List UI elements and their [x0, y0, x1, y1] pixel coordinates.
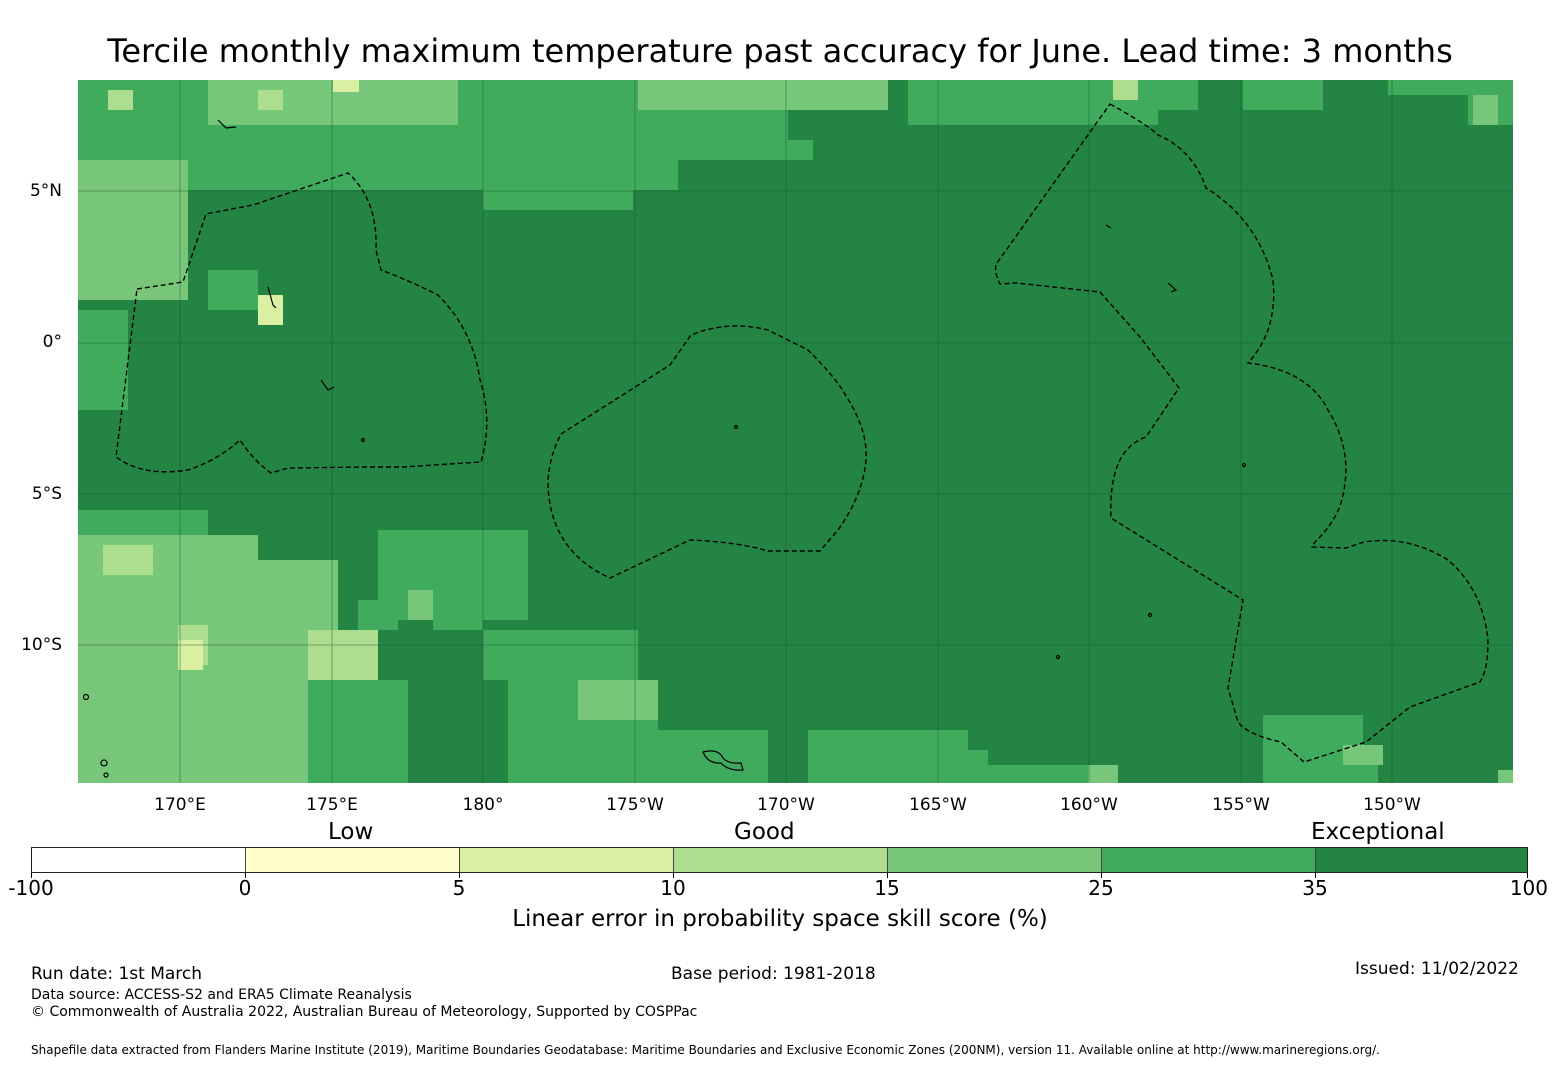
tick-mark: [1101, 873, 1102, 878]
skill-cell: [578, 680, 658, 720]
island-speck: [1241, 462, 1247, 468]
colorbar-segment: [1102, 848, 1316, 872]
tick-label: -100: [8, 876, 54, 900]
skill-cell: [78, 270, 108, 300]
skill-cell: [258, 90, 283, 110]
skill-cell: [558, 630, 638, 680]
skill-cell: [638, 110, 788, 160]
lat-label-5n: 5°N: [29, 181, 62, 201]
skill-cell: [78, 190, 130, 270]
island-speck: [100, 759, 108, 767]
tick-mark: [459, 873, 460, 878]
tick-label: 100: [1509, 876, 1548, 900]
colorbar-segment: [460, 848, 674, 872]
lon-label-155w: 155°W: [1212, 795, 1270, 815]
tick-label: 15: [874, 876, 900, 900]
colorbar-segment: [246, 848, 460, 872]
legend-category-good: Good: [734, 819, 795, 845]
colorbar-title: Linear error in probability space skill …: [512, 906, 1048, 932]
lat-label-0: 0°: [42, 332, 62, 352]
colorbar-segment: [1316, 848, 1527, 872]
skill-cell: [788, 140, 813, 160]
skill-score-cells: [78, 80, 1513, 783]
tick-mark: [673, 873, 674, 878]
island-speck: [360, 437, 366, 443]
base-period: Base period: 1981-2018: [671, 964, 876, 984]
tick-mark: [1527, 873, 1528, 878]
skill-cell: [108, 90, 133, 110]
skill-cell: [658, 730, 768, 783]
island-speck: [1147, 612, 1153, 618]
tick-label: 5: [452, 876, 466, 900]
skill-cell: [258, 295, 283, 325]
skill-cell: [1343, 745, 1383, 765]
skill-cell: [178, 640, 203, 670]
shapefile-note: Shapefile data extracted from Flanders M…: [31, 1043, 1380, 1057]
island-speck: [733, 424, 739, 430]
island-speck: [1055, 654, 1061, 660]
lon-label-180: 180°: [462, 795, 504, 815]
islands: [82, 119, 1247, 778]
tick-label: 0: [238, 876, 252, 900]
map-title: Tercile monthly maximum temperature past…: [107, 32, 1453, 70]
tick-label: 35: [1302, 876, 1328, 900]
skill-cell: [638, 80, 888, 110]
skill-cell: [1113, 80, 1138, 100]
lon-label-165w: 165°W: [909, 795, 967, 815]
skill-cell: [208, 270, 258, 310]
legend-category-exceptional: Exceptional: [1311, 819, 1445, 845]
skill-cell: [483, 175, 633, 210]
colorbar-segment: [32, 848, 246, 872]
lon-label-150w: 150°W: [1363, 795, 1421, 815]
skill-cell: [1088, 765, 1118, 783]
skill-cell: [103, 545, 153, 575]
island-atoll-1: [320, 379, 335, 391]
colorbar-segment: [888, 848, 1102, 872]
colorbar: [31, 847, 1528, 873]
legend-category-low: Low: [328, 819, 374, 845]
island-atoll-3: [1105, 224, 1112, 229]
lon-label-175e: 175°E: [306, 795, 358, 815]
skill-cell: [1473, 95, 1498, 125]
lon-label-175w: 175°W: [606, 795, 664, 815]
run-date: Run date: 1st March: [31, 964, 203, 984]
eez-boundary-tokelau: [547, 325, 867, 579]
island-abaiang: [217, 119, 237, 129]
lon-label-170w: 170°W: [757, 795, 815, 815]
skill-cell: [1138, 80, 1198, 110]
skill-cell: [1243, 80, 1323, 110]
gridlines: [78, 80, 1513, 783]
skill-cell: [308, 680, 408, 783]
map-canvas: [78, 80, 1513, 783]
skill-cell: [308, 630, 378, 680]
tick-mark: [245, 873, 246, 878]
issued-date: Issued: 11/02/2022: [1355, 959, 1519, 979]
colorbar-segment: [674, 848, 888, 872]
lon-label-160w: 160°W: [1060, 795, 1118, 815]
copyright: © Commonwealth of Australia 2022, Austra…: [31, 1004, 698, 1020]
tick-label: 25: [1088, 876, 1114, 900]
island-samoa: [702, 750, 744, 771]
island-atoll-2: [1167, 282, 1178, 293]
island-speck: [103, 772, 109, 778]
skill-cell: [433, 550, 483, 630]
lon-label-170e: 170°E: [154, 795, 206, 815]
island-tarawa: [267, 286, 277, 309]
skill-cell: [333, 80, 359, 92]
skill-cell: [78, 725, 308, 783]
skill-cell: [1498, 770, 1513, 783]
skill-cell: [78, 310, 128, 410]
data-source: Data source: ACCESS-S2 and ERA5 Climate …: [31, 987, 412, 1003]
lat-label-10s: 10°S: [21, 635, 62, 655]
skill-cell: [983, 765, 1113, 783]
tick-mark: [31, 873, 32, 878]
island-speck: [82, 693, 90, 701]
tick-mark: [1315, 873, 1316, 878]
lat-label-5s: 5°S: [31, 484, 62, 504]
tick-mark: [887, 873, 888, 878]
eez-boundary-kiribati-line: [994, 103, 1489, 763]
skill-score-map: [78, 80, 1513, 783]
tick-label: 10: [660, 876, 686, 900]
eez-boundary-kiribati-gilbert: [115, 172, 488, 474]
